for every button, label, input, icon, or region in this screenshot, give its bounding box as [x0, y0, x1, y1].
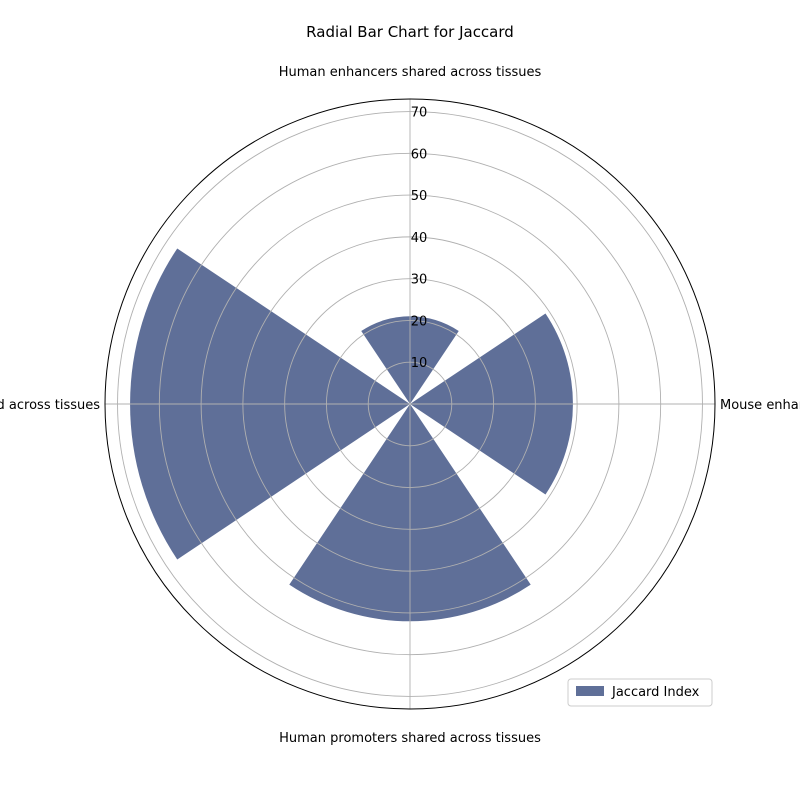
category-label-2: Mouse enhancers shared across tissues	[720, 398, 800, 413]
category-label-4: Mouse promoters shared across tissues	[0, 398, 100, 413]
r-tick-label: 50	[411, 189, 428, 204]
legend-label: Jaccard Index	[611, 685, 700, 700]
r-tick-label: 60	[411, 147, 428, 162]
r-tick-label: 40	[411, 231, 428, 246]
r-tick-label: 70	[411, 106, 428, 121]
polar-frame	[104, 98, 716, 710]
category-label-3: Human promoters shared across tissues	[279, 731, 541, 746]
legend-swatch	[576, 686, 604, 696]
grid-overlay	[104, 98, 716, 710]
legend-frame	[567, 678, 713, 707]
chart-title: Radial Bar Chart for Jaccard	[306, 23, 514, 41]
bars	[130, 248, 573, 622]
legend: Jaccard Index	[567, 678, 713, 707]
category-labels: Human enhancers shared across tissues Mou…	[0, 65, 800, 746]
r-tick-label: 20	[411, 314, 428, 329]
r-tick-label: 10	[411, 356, 428, 371]
r-tick-label: 30	[411, 273, 428, 288]
category-label-1: Human enhancers shared across tissues	[279, 65, 542, 80]
radial-tick-labels: 10 20 30 40 50 60 70	[411, 106, 428, 372]
